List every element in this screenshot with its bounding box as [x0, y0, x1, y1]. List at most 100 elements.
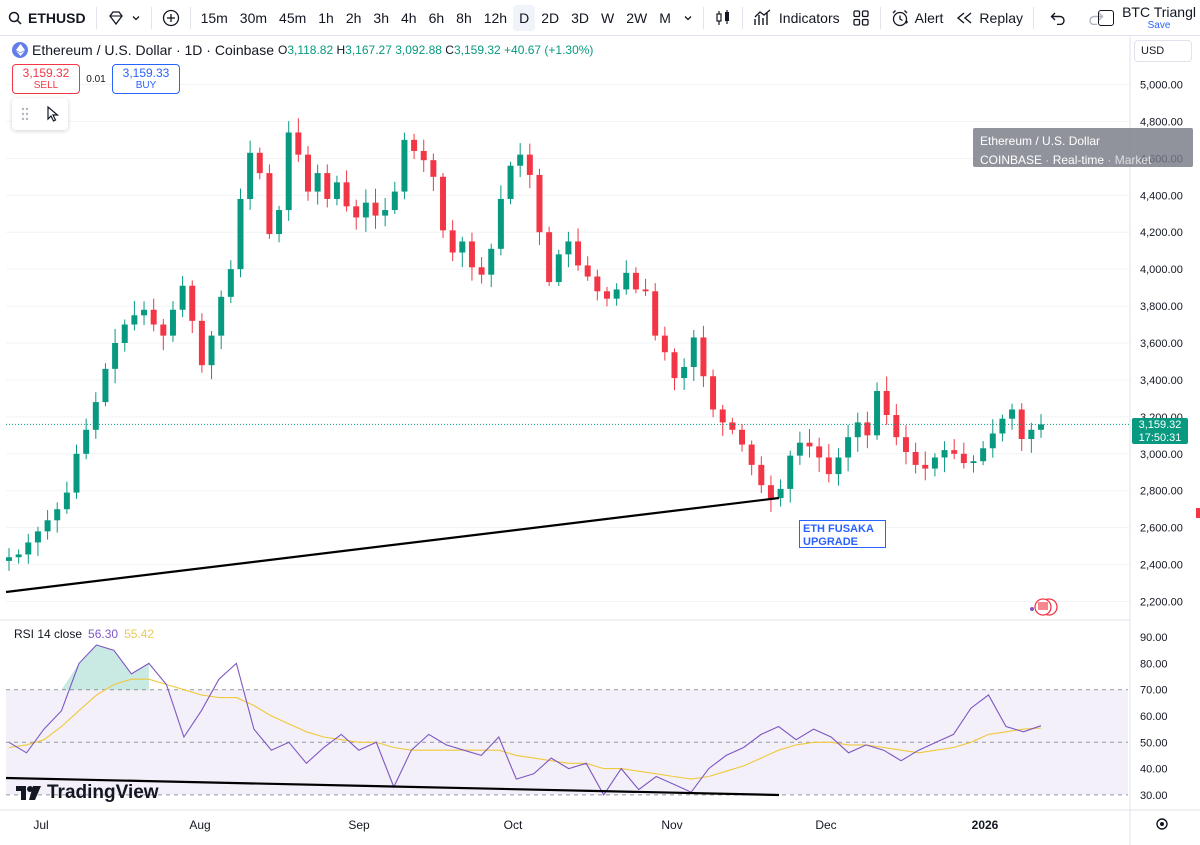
candle	[112, 328, 119, 384]
candle	[208, 331, 215, 380]
undo-button[interactable]	[1038, 0, 1078, 36]
candle	[690, 330, 697, 382]
compare-symbol-button[interactable]	[156, 0, 186, 36]
candle	[613, 283, 620, 306]
candle	[382, 198, 389, 227]
chevron-down-icon	[684, 15, 692, 20]
interval-2h[interactable]: 2h	[345, 9, 362, 26]
price-change: +40.67 (+1.30%)	[504, 43, 594, 57]
floating-drawing-toolbar	[12, 98, 68, 130]
interval-45m[interactable]: 45m	[279, 9, 307, 26]
chart-title[interactable]: Ethereum / U.S. Dollar · 1D · Coinbase	[32, 42, 274, 58]
candle	[1009, 403, 1016, 430]
candle	[121, 319, 128, 352]
settings-gear-icon[interactable]	[1156, 818, 1168, 830]
alert-button[interactable]: Alert	[885, 0, 950, 36]
alert-marker	[1196, 508, 1200, 518]
interval-2w[interactable]: 2W	[626, 9, 648, 26]
templates-button[interactable]	[846, 0, 876, 36]
candle	[951, 439, 958, 460]
candle	[517, 143, 524, 178]
interval-m[interactable]: M	[659, 9, 671, 26]
interval-8h[interactable]: 8h	[456, 9, 472, 26]
candle	[594, 269, 601, 301]
indicators-button[interactable]: Indicators	[747, 0, 846, 36]
candle	[555, 249, 562, 286]
interval-6h[interactable]: 6h	[428, 9, 445, 26]
interval-2d[interactable]: 2D	[541, 9, 560, 26]
candle	[739, 424, 745, 452]
interval-3h[interactable]: 3h	[373, 9, 389, 26]
save-link[interactable]: Save	[1147, 20, 1171, 31]
candle	[25, 533, 32, 564]
interval-3d[interactable]: 3D	[571, 9, 590, 26]
candle	[150, 298, 157, 332]
time-tick-label: Sep	[348, 818, 370, 832]
redo-button[interactable]	[1078, 0, 1114, 36]
candle	[324, 164, 331, 208]
price-tick-label: 3,000.00	[1140, 449, 1183, 461]
interval-1h[interactable]: 1h	[318, 9, 334, 26]
interval-d[interactable]: D	[513, 4, 536, 31]
cursor-arrow-icon[interactable]	[46, 106, 60, 122]
candle	[922, 451, 929, 481]
candle	[767, 475, 774, 512]
symbol-type-menu[interactable]	[101, 0, 147, 36]
interval-4h[interactable]: 4h	[401, 9, 417, 26]
price-trendline[interactable]	[5, 496, 780, 594]
candle	[1018, 403, 1025, 451]
candle	[83, 418, 90, 460]
replay-button[interactable]: Replay	[949, 0, 1029, 36]
candle	[362, 189, 369, 232]
candle	[468, 232, 475, 281]
symbol-search[interactable]: ETHUSD	[0, 0, 92, 36]
candle	[401, 132, 408, 200]
rsi-legend[interactable]: RSI 14 close 56.30 55.42	[14, 627, 154, 641]
candle	[575, 228, 582, 271]
undo-icon	[1050, 12, 1065, 25]
rsi-trendline[interactable]	[5, 776, 780, 797]
candle	[266, 164, 273, 239]
time-tick-label: 2026	[972, 818, 999, 832]
spread-value: 0.01	[86, 73, 106, 85]
candle	[661, 326, 668, 361]
candle	[449, 220, 456, 262]
trendline-drawings	[5, 496, 1200, 797]
buy-button[interactable]: 3,159.33 BUY	[112, 64, 180, 94]
candle	[835, 448, 842, 486]
top-toolbar: ETHUSD 15m 30m 45m 1h 2h 3h 4h 6h 8h 12h D 2D 3D W 2W M…	[0, 0, 1200, 36]
plus-circle-icon	[162, 9, 179, 26]
tradingview-logo[interactable]: TradingView	[16, 782, 159, 804]
toolbar-divider	[189, 6, 191, 29]
candle	[777, 479, 784, 507]
interval-12h[interactable]: 12h	[483, 9, 508, 26]
candle	[980, 441, 987, 466]
interval-30m[interactable]: 30m	[239, 9, 268, 26]
chart-type-button[interactable]	[708, 0, 738, 36]
sell-button[interactable]: 3,159.32 SELL	[12, 64, 80, 94]
us-flag-marker-icon[interactable]	[1030, 598, 1058, 616]
candle	[632, 267, 639, 294]
event-annotation[interactable]: ETH FUSAKA UPGRADE	[799, 520, 886, 548]
price-tick-label: 2,400.00	[1140, 560, 1183, 572]
candle	[536, 168, 543, 246]
layout-name-button[interactable]: BTC Triangl Save	[1122, 5, 1196, 31]
candle	[729, 417, 736, 435]
drag-handle-icon[interactable]	[21, 107, 29, 121]
price-tick-label: 2,600.00	[1140, 523, 1183, 535]
layout-checkbox[interactable]	[1098, 10, 1115, 26]
buy-price: 3,159.33	[122, 65, 170, 80]
replay-label: Replay	[979, 9, 1024, 26]
candle	[874, 382, 881, 440]
candle	[54, 502, 61, 533]
interval-15m[interactable]: 15m	[200, 9, 228, 26]
rsi-pane	[8, 644, 1042, 796]
candle	[652, 283, 659, 341]
candle	[305, 146, 311, 201]
interval-w[interactable]: W	[601, 9, 615, 26]
interval-menu-button[interactable]	[677, 0, 699, 36]
toolbar-divider	[741, 6, 743, 29]
currency-selector[interactable]: USD	[1134, 40, 1192, 62]
axes: 2,200.00 2,400.00 2,600.00 2,800.00 3,000.00…	[0, 36, 1200, 845]
